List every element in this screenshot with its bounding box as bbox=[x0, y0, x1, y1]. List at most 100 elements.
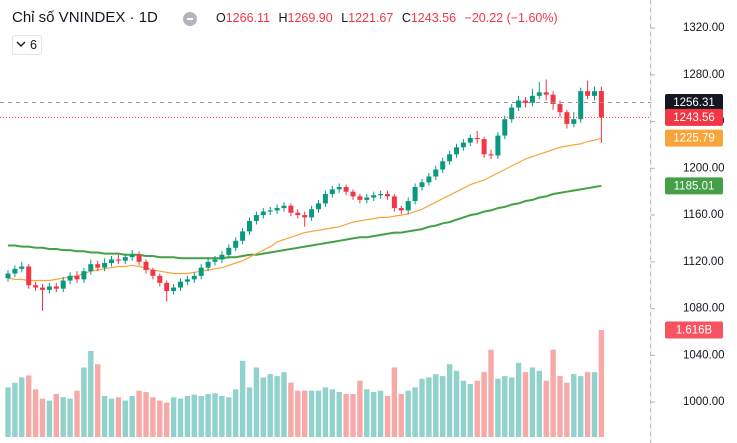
candle-body bbox=[467, 137, 473, 143]
candle-body bbox=[136, 254, 142, 262]
ma50-price-box bbox=[665, 177, 723, 195]
volume-bar bbox=[136, 390, 142, 437]
volume-bar bbox=[426, 377, 432, 437]
legend-value: 1269.90 bbox=[287, 11, 333, 25]
candle-body bbox=[102, 262, 108, 268]
legend-key: O bbox=[216, 11, 226, 25]
candle-body bbox=[274, 208, 280, 211]
y-tick-label: 1120.00 bbox=[683, 256, 724, 268]
candle-body bbox=[143, 261, 149, 271]
candle-body bbox=[502, 119, 508, 136]
candle-body bbox=[516, 100, 522, 108]
volume-bar bbox=[239, 360, 246, 437]
candle-body bbox=[219, 254, 225, 260]
volume-bar bbox=[81, 367, 87, 437]
candle-body bbox=[157, 275, 163, 283]
volume-bar bbox=[115, 397, 122, 437]
y-tick-label: 1160.00 bbox=[683, 209, 724, 221]
volume-bar bbox=[460, 380, 467, 437]
volume-bar bbox=[336, 391, 342, 437]
y-tick-label: 1200.00 bbox=[683, 162, 725, 174]
last-price: 1243.56 bbox=[673, 112, 715, 124]
volume-bar bbox=[177, 398, 184, 437]
volume-bar bbox=[150, 397, 156, 437]
candle-body bbox=[343, 187, 349, 192]
candle-body bbox=[536, 92, 542, 96]
candle-body bbox=[433, 169, 439, 177]
candle-body bbox=[391, 196, 397, 209]
volume-bar bbox=[164, 402, 170, 437]
volume-bar bbox=[584, 372, 591, 437]
candle-body bbox=[33, 285, 39, 288]
volume-bar bbox=[529, 367, 536, 437]
volume-bar bbox=[564, 382, 570, 437]
ma50-price: 1185.01 bbox=[674, 180, 715, 192]
volume-tag: 1.616B bbox=[676, 325, 713, 337]
y-tick-label: 1000.00 bbox=[683, 396, 725, 408]
volume-bar bbox=[26, 375, 32, 437]
volume-bar bbox=[219, 395, 225, 437]
candle-body bbox=[419, 182, 425, 188]
candle-body bbox=[557, 104, 563, 113]
ma20-price-box bbox=[665, 129, 723, 147]
candle-body bbox=[19, 266, 25, 269]
volume-bar bbox=[543, 380, 549, 437]
candle-body bbox=[336, 187, 342, 190]
candle-body bbox=[281, 205, 287, 209]
volume-bar bbox=[536, 370, 542, 437]
candle-body bbox=[329, 189, 335, 195]
volume-bar bbox=[522, 372, 529, 437]
candle-body bbox=[371, 195, 377, 198]
volume-bar bbox=[32, 389, 39, 437]
volume-bar bbox=[322, 387, 329, 437]
volume-bar bbox=[398, 393, 404, 437]
candle-body bbox=[585, 91, 591, 96]
volume-bar bbox=[453, 370, 460, 437]
volume-bar bbox=[591, 372, 598, 437]
candle-body bbox=[322, 194, 328, 204]
volume-bar bbox=[212, 393, 218, 437]
moving-average bbox=[8, 184, 602, 260]
candle-body bbox=[81, 271, 87, 280]
volume-bar bbox=[46, 400, 53, 437]
volume-bar bbox=[302, 390, 308, 437]
candle-body bbox=[115, 259, 121, 261]
y-tick-label: 1320.00 bbox=[683, 22, 725, 34]
ohlc-legend: O1266.11 H1269.90 L1221.67 C1243.56 −20.… bbox=[216, 11, 563, 25]
volume-bar bbox=[350, 393, 356, 437]
volume-bar bbox=[446, 364, 453, 437]
volume-bar bbox=[12, 382, 18, 437]
candle-body bbox=[474, 137, 480, 140]
volume-bar bbox=[108, 398, 115, 437]
candle-body bbox=[454, 147, 459, 155]
volume-bar bbox=[405, 390, 411, 437]
volume-bar bbox=[550, 349, 556, 437]
volume-bar bbox=[122, 400, 128, 437]
volume-bar bbox=[88, 350, 94, 437]
volume-bar bbox=[143, 391, 149, 437]
crosshair-price: 1256.31 bbox=[673, 97, 715, 109]
candle-body bbox=[302, 215, 308, 218]
volume-bar bbox=[571, 374, 577, 437]
volume-tag-box bbox=[665, 321, 723, 339]
candle-body bbox=[53, 286, 59, 289]
volume-bar bbox=[5, 387, 11, 437]
volume-bar bbox=[384, 395, 391, 437]
legend-key: C bbox=[401, 11, 411, 25]
volume-bar bbox=[246, 387, 253, 437]
candle-body bbox=[164, 282, 170, 292]
candle-body bbox=[564, 112, 570, 124]
symbol-title[interactable]: Chỉ số VNINDEX · 1D bbox=[12, 9, 158, 26]
collapse-button[interactable] bbox=[183, 12, 197, 26]
candle-body bbox=[426, 176, 432, 183]
volume-bar bbox=[95, 364, 101, 437]
candle-body bbox=[543, 92, 549, 95]
candle-body bbox=[67, 275, 73, 281]
indicators-toggle[interactable]: 6 bbox=[12, 35, 42, 55]
volume-bar bbox=[295, 390, 301, 437]
volume-bar bbox=[598, 330, 605, 437]
volume-bar bbox=[315, 390, 322, 437]
candle-body bbox=[109, 259, 114, 263]
y-tick-label: 1080.00 bbox=[683, 303, 725, 315]
